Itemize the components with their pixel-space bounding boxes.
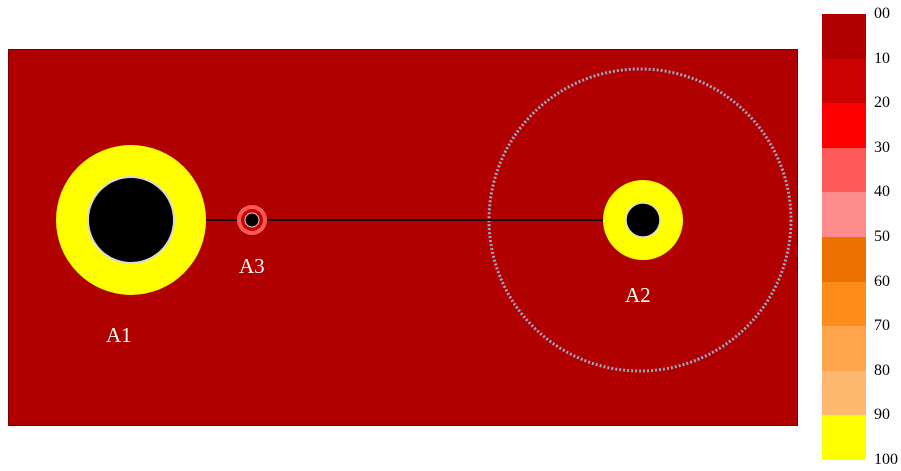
source-a2: [603, 180, 683, 260]
legend-swatch: [822, 14, 866, 60]
source-a3: [237, 205, 267, 235]
legend-tick-label: 70: [874, 317, 890, 335]
legend-tick-label: 20: [874, 94, 890, 112]
a2-core: [625, 202, 661, 238]
legend-swatch: [822, 281, 866, 327]
legend-tick-label: 80: [874, 361, 890, 379]
influence-circle: [487, 67, 793, 373]
legend-tick-label: 60: [874, 272, 890, 290]
legend-swatch: [822, 237, 866, 283]
legend-swatch: [822, 370, 866, 416]
legend-swatch: [822, 58, 866, 104]
legend-tick-label: 90: [874, 406, 890, 424]
legend-tick-label: 10: [874, 49, 890, 67]
legend-tick-label: 00: [874, 5, 890, 22]
legend-swatch: [822, 192, 866, 238]
a1-core: [87, 176, 175, 264]
legend-swatch: [822, 415, 866, 461]
legend-tick-label: 100: [874, 451, 898, 468]
field-canvas: A1 A2 A3: [9, 50, 797, 425]
label-a1: A1: [106, 323, 132, 347]
legend-tick-label: 30: [874, 138, 890, 156]
legend-swatch: [822, 326, 866, 372]
legend-swatch: [822, 103, 866, 149]
field-map: A1 A2 A3: [8, 49, 798, 426]
legend-tick-label: 50: [874, 228, 890, 245]
source-a1: [56, 145, 206, 295]
legend-swatch: [822, 147, 866, 193]
a3-core: [244, 212, 260, 228]
label-a2: A2: [625, 283, 651, 307]
legend-tick-label: 40: [874, 183, 890, 201]
label-a3: A3: [239, 254, 265, 278]
color-legend: 00 10 20 30 40 50 60 70 80 90 100: [822, 6, 901, 468]
